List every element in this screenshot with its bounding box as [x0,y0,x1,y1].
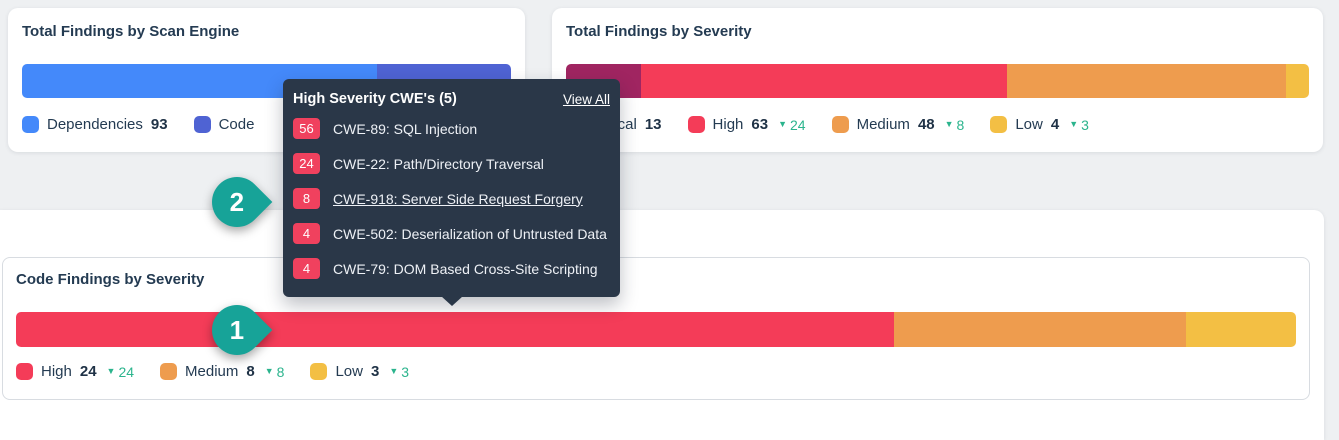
trend-delta: ▼ 3 [1069,117,1089,133]
cwe-item-label[interactable]: CWE-502: Deserialization of Untrusted Da… [333,225,607,242]
trend-delta: ▼ 8 [945,117,965,133]
trend-delta: ▼ 3 [389,364,409,380]
cwe-count-badge: 56 [293,118,320,139]
cwe-count-badge: 8 [293,188,320,209]
legend-value: 3 [371,363,380,380]
code-swatch [193,116,211,133]
bar-segment-high[interactable] [641,64,1008,98]
cwe-item-label[interactable]: CWE-89: SQL Injection [333,120,478,137]
trend-down-icon: ▼ [944,118,954,129]
low-swatch [310,363,328,380]
high-swatch [687,116,705,133]
delta-value: 24 [118,363,135,380]
cwe-list-item[interactable]: 4 CWE-502: Deserialization of Untrusted … [293,216,610,251]
view-all-link[interactable]: View All [562,91,610,107]
legend-item-high: High 63 ▼ 24 [687,116,806,133]
cwe-list-item[interactable]: 4 CWE-79: DOM Based Cross-Site Scripting [293,251,610,286]
code-severity-legend: High 24 ▼ 24 Medium 8 ▼ 8 Low 3 ▼ 3 [16,363,1296,380]
legend-label: Dependencies [47,116,143,133]
high-severity-cwe-tooltip: High Severity CWE's (5) View All 56 CWE-… [283,79,620,306]
code-severity-bar [16,312,1296,347]
legend-item-high: High 24 ▼ 24 [16,363,134,380]
legend-label: Medium [185,363,239,380]
legend-item-code: Code [193,116,263,133]
annotation-number: 2 [229,186,245,217]
trend-down-icon: ▼ [106,365,116,376]
legend-value: 13 [644,116,662,133]
trend-down-icon: ▼ [1069,118,1079,129]
legend-label: High [41,363,72,380]
severity-card: Total Findings by Severity Critical 13 H… [552,8,1323,152]
trend-delta: ▼ 24 [107,364,135,380]
bar-segment-medium[interactable] [1007,64,1286,98]
low-swatch [990,116,1008,133]
annotation-marker-2: 2 [201,166,273,238]
delta-value: 8 [956,116,965,133]
legend-value: 93 [150,116,168,133]
severity-card-title: Total Findings by Severity [566,23,752,40]
bar-segment-medium[interactable] [893,312,1187,347]
annotation-number: 1 [229,314,245,345]
legend-label: Medium [856,116,910,133]
cwe-item-label[interactable]: CWE-918: Server Side Request Forgery [333,190,583,207]
trend-down-icon: ▼ [389,365,399,376]
medium-swatch [160,363,178,380]
cwe-list-item[interactable]: 8 CWE-918: Server Side Request Forgery [293,181,610,216]
legend-value: 63 [751,116,769,133]
legend-item-medium: Medium 8 ▼ 8 [160,363,284,380]
scan-engine-legend: Dependencies 93 Code [22,116,511,133]
delta-value: 8 [276,363,285,380]
legend-value: 48 [917,116,935,133]
scan-engine-card-title: Total Findings by Scan Engine [22,23,240,40]
trend-delta: ▼ 8 [265,364,285,380]
legend-label: Low [335,363,363,380]
cwe-list-item[interactable]: 56 CWE-89: SQL Injection [293,111,610,146]
bar-segment-low[interactable] [1186,312,1296,347]
code-severity-card: Code Findings by Severity High 24 ▼ 24 Me… [2,257,1310,400]
high-swatch [16,363,33,380]
severity-bar [566,64,1309,98]
annotation-marker-1: 1 [201,294,273,366]
legend-label: Code [218,116,255,133]
legend-value: 4 [1050,116,1060,133]
legend-item-low: Low 4 ▼ 3 [990,116,1089,133]
trend-down-icon: ▼ [264,365,274,376]
delta-value: 3 [1081,116,1089,133]
legend-item-medium: Medium 48 ▼ 8 [831,116,965,133]
cwe-count-badge: 24 [293,153,320,174]
dependencies-swatch [22,116,39,133]
delta-value: 24 [790,116,806,133]
tooltip-header: High Severity CWE's (5) View All [293,87,610,111]
trend-delta: ▼ 24 [778,117,806,133]
legend-label: High [712,116,744,133]
legend-value: 8 [246,363,255,380]
bar-segment-high[interactable] [16,312,894,347]
cwe-item-label[interactable]: CWE-79: DOM Based Cross-Site Scripting [333,260,598,277]
legend-label: Low [1015,116,1043,133]
tooltip-title: High Severity CWE's (5) [293,91,457,107]
cwe-count-badge: 4 [293,223,320,244]
tooltip-caret [441,296,463,306]
pin-icon: 1 [201,294,273,366]
pin-icon: 2 [201,166,273,238]
medium-swatch [831,116,849,133]
bar-segment-low[interactable] [1285,64,1309,98]
severity-legend: Critical 13 High 63 ▼24 Medium 48 ▼8 Low… [566,116,1309,133]
cwe-list-item[interactable]: 24 CWE-22: Path/Directory Traversal [293,146,610,181]
trend-down-icon: ▼ [778,118,787,129]
legend-item-low: Low 3 ▼ 3 [310,363,409,380]
delta-value: 3 [401,363,410,380]
cwe-item-label[interactable]: CWE-22: Path/Directory Traversal [333,155,544,172]
legend-item-dependencies: Dependencies 93 [22,116,168,133]
legend-value: 24 [79,363,97,380]
code-severity-card-title: Code Findings by Severity [16,271,205,288]
cwe-count-badge: 4 [293,258,320,279]
